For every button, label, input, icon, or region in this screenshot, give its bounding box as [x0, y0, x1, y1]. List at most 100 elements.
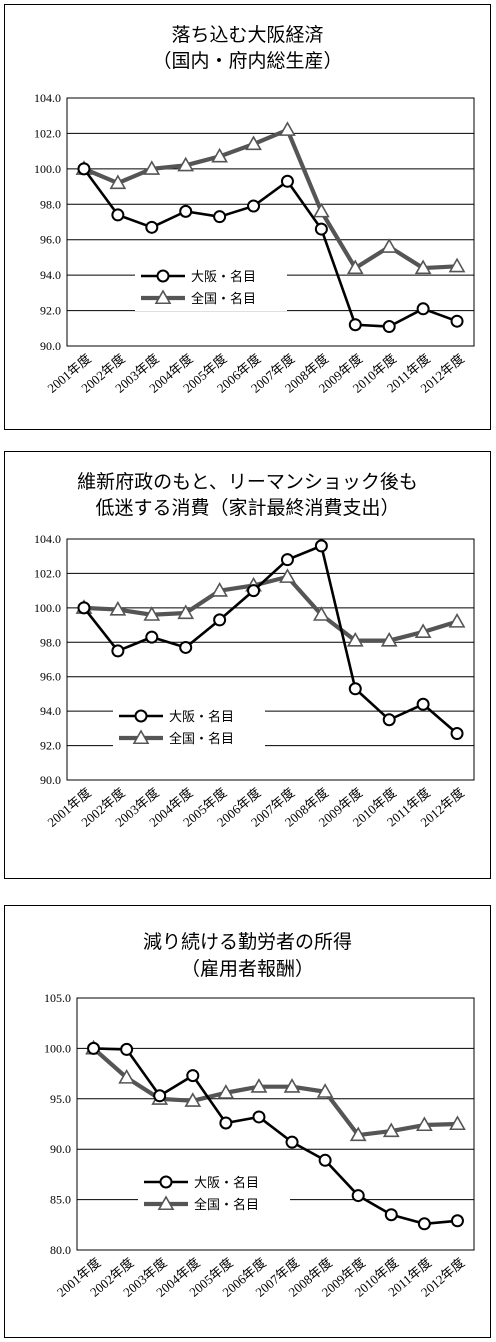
data-point	[132, 729, 150, 745]
legend-label: 全国・名目	[169, 731, 234, 747]
data-point	[384, 1208, 398, 1222]
data-point	[382, 1122, 400, 1138]
plot-area	[76, 997, 475, 1251]
data-point	[450, 314, 464, 328]
data-point	[351, 1189, 365, 1203]
plot-area	[66, 97, 475, 347]
y-tick-label: 94.0	[40, 268, 61, 282]
y-tick-label: 104.0	[34, 91, 61, 105]
data-point	[449, 1115, 466, 1131]
y-tick-label: 102.0	[34, 566, 61, 580]
data-point	[316, 1083, 334, 1098]
chart-panel-compensation: 減り続ける勤労者の所得 （雇用者報酬） 80.0 85.0 90.0 95.0 100.…	[4, 905, 491, 1338]
data-point	[250, 1078, 268, 1093]
data-point	[380, 238, 398, 253]
data-point	[314, 539, 328, 553]
data-point	[247, 199, 261, 213]
data-point	[179, 640, 193, 654]
series-national	[75, 121, 466, 275]
data-point	[280, 553, 294, 567]
data-point	[382, 713, 396, 727]
data-point	[312, 202, 330, 218]
data-point	[414, 259, 432, 275]
data-point	[159, 1175, 173, 1189]
data-point	[416, 302, 430, 316]
data-point	[211, 582, 229, 597]
data-point	[416, 697, 430, 711]
data-point	[111, 644, 125, 658]
chart-panel-consumption: 維新府政のもと、リーマンショック後も 低迷する消費（家計最終消費支出） 90.0…	[4, 451, 491, 879]
data-point	[109, 600, 127, 616]
legend-label: 大阪・名目	[194, 1175, 259, 1191]
series-osaka	[77, 539, 464, 741]
y-tick-label: 100.0	[34, 601, 61, 615]
y-tick-label: 90.0	[40, 339, 61, 353]
y-tick-label: 96.0	[40, 233, 61, 247]
data-point	[111, 208, 125, 222]
line-chart-compensation: 80.085.090.095.0100.0105.02001年度2002年度20…	[44, 991, 475, 1300]
data-point	[177, 604, 195, 620]
data-point	[143, 606, 161, 621]
data-point	[118, 1069, 136, 1084]
data-point	[417, 1217, 431, 1231]
series-line	[83, 574, 458, 643]
data-point	[279, 568, 296, 583]
data-point	[177, 156, 195, 172]
data-point	[211, 147, 229, 163]
y-tick-label: 105.0	[44, 991, 71, 1005]
data-point	[134, 709, 148, 723]
data-point	[109, 174, 127, 190]
data-point	[184, 1092, 202, 1107]
series-osaka	[77, 162, 464, 334]
line-chart-consumption: 90.092.094.096.098.0100.0102.0104.02001年…	[34, 532, 475, 830]
legend-label: 大阪・名目	[191, 269, 256, 285]
y-tick-label: 102.0	[34, 126, 61, 140]
data-point	[448, 257, 466, 273]
chart-title-line1: 維新府政のもと、リーマンショック後も	[77, 471, 418, 493]
y-tick-label: 85.0	[50, 1193, 71, 1207]
legend-label: 大阪・名目	[169, 709, 234, 725]
data-point	[213, 613, 227, 627]
data-point	[448, 613, 466, 628]
line-chart-gdp: 90.092.094.096.098.0100.0102.0104.02001年…	[34, 91, 475, 396]
chart-title-line2: 低迷する消費（家計最終消費支出）	[95, 497, 400, 519]
series-national	[85, 1039, 466, 1142]
plot-area	[66, 538, 475, 781]
data-point	[247, 584, 261, 598]
data-point	[154, 289, 172, 305]
data-point	[157, 1195, 175, 1211]
data-point	[280, 174, 294, 188]
data-point	[318, 1153, 332, 1167]
data-point	[346, 259, 364, 275]
data-point	[213, 210, 227, 224]
y-tick-label: 92.0	[40, 739, 61, 753]
chart-title-line1: 減り続ける勤労者の所得	[142, 931, 352, 953]
data-point	[156, 269, 170, 283]
chart-title-line1: 落ち込む大阪経済	[171, 24, 324, 46]
series-line	[92, 1046, 458, 1138]
data-point	[87, 1041, 101, 1055]
data-point	[382, 320, 396, 334]
y-tick-label: 98.0	[40, 635, 61, 649]
data-point	[179, 204, 193, 218]
data-point	[153, 1089, 167, 1103]
data-point	[380, 631, 398, 647]
legend-label: 全国・名目	[191, 291, 256, 307]
chart-panel-gdp: 落ち込む大阪経済 （国内・府内総生産） 90.0 92.0 94.0 96.0 98.0…	[4, 4, 491, 430]
y-tick-label: 104.0	[34, 532, 61, 546]
data-point	[245, 135, 262, 151]
y-tick-label: 100.0	[44, 1041, 71, 1055]
y-tick-label: 98.0	[40, 197, 61, 211]
data-point	[120, 1042, 134, 1056]
data-point	[348, 318, 362, 332]
data-point	[145, 630, 159, 644]
data-point	[186, 1069, 200, 1083]
data-point	[145, 220, 159, 234]
data-point	[219, 1116, 233, 1130]
y-tick-label: 95.0	[50, 1092, 71, 1106]
y-tick-label: 90.0	[50, 1142, 71, 1156]
data-point	[252, 1110, 266, 1124]
